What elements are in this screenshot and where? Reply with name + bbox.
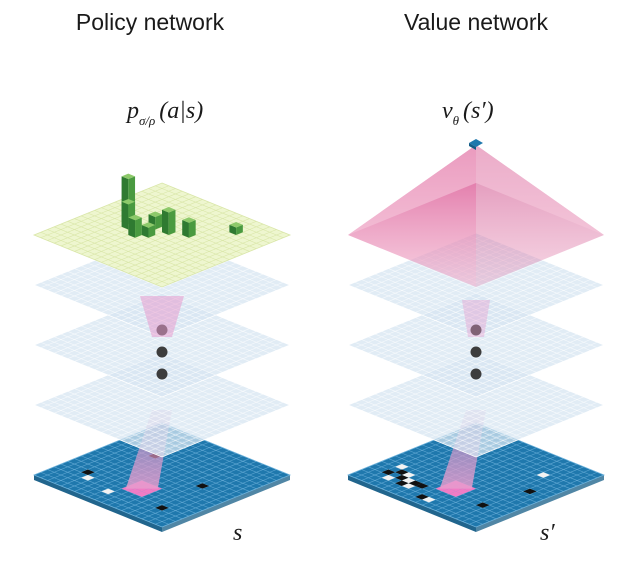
value-output-formula: vθ (s′) (442, 98, 494, 128)
policy-bar-7 (229, 222, 243, 235)
value-input-board-edge-left (348, 475, 476, 532)
value-board-stones (381, 464, 551, 508)
policy-input-board-edge-left (34, 475, 162, 532)
value-stone-13 (415, 494, 429, 500)
value-ellipsis-dot-1 (470, 324, 482, 336)
policy-output-formula: pσ/ρ (a|s) (125, 98, 203, 128)
policy-stone-4 (81, 475, 95, 481)
value-stone-16 (395, 464, 409, 470)
value-hidden-layer-1 (346, 352, 606, 458)
policy-output-plane-surface (32, 182, 292, 288)
policy-bar-4 (128, 214, 142, 238)
policy-hidden-funnel (140, 296, 184, 337)
value-stone-1 (536, 472, 551, 478)
value-stone-10 (415, 483, 429, 489)
value-patch-cell (442, 488, 456, 495)
policy-stone-3 (155, 505, 169, 511)
policy-bar-8 (182, 217, 196, 238)
value-stone-5 (395, 475, 409, 481)
value-hidden-layer-1-surface (346, 352, 606, 458)
value-input-board-edge-right (476, 475, 604, 532)
value-output-scalar-edge (469, 143, 476, 150)
value-stone-14 (422, 496, 436, 503)
policy-ellipsis-dot-3 (156, 368, 168, 380)
value-stone-3 (395, 469, 409, 475)
policy-bar-5 (141, 222, 156, 238)
policy-bar-6 (162, 207, 176, 235)
policy-stone-2 (81, 469, 95, 475)
policy-output-plane-grid (40, 185, 284, 285)
policy-output-plane (32, 182, 292, 288)
policy-patch-cell (141, 488, 156, 495)
value-network-title: Value network (404, 9, 549, 35)
policy-stone-5 (101, 488, 115, 495)
policy-input-board-surface (32, 422, 292, 528)
policy-hidden-layer-1 (32, 352, 292, 458)
value-stone-7 (395, 480, 409, 486)
policy-move-probability-bars (121, 173, 243, 238)
value-ellipsis-dot-3 (470, 368, 482, 380)
policy-stone-1 (195, 483, 210, 489)
value-stone-12 (408, 480, 423, 486)
value-stone-2 (523, 488, 537, 495)
value-input-board-surface (346, 422, 606, 528)
value-network-stack (346, 139, 606, 532)
value-ellipsis-dot-2 (470, 346, 482, 358)
policy-input-state-label: s (233, 520, 242, 546)
policy-patch-cell (135, 491, 149, 497)
policy-network-title: Policy network (76, 9, 225, 35)
value-hidden-layer-2-surface (346, 292, 606, 398)
value-stone-4 (401, 472, 416, 478)
value-input-state-label: s′ (540, 520, 555, 546)
value-stone-11 (381, 475, 396, 481)
value-stone-15 (476, 502, 490, 508)
value-patch-cell (449, 491, 463, 497)
value-stone-6 (401, 477, 416, 484)
policy-patch-cell (128, 488, 142, 495)
value-hidden-layer-2 (346, 292, 606, 398)
value-pyramid-back (348, 145, 604, 235)
policy-network-stack (32, 173, 292, 532)
value-stone-9 (381, 469, 396, 475)
value-hidden-funnel (462, 300, 490, 337)
policy-hidden-layer-2-surface (32, 292, 292, 398)
policy-input-board-edge-right (162, 475, 290, 532)
value-patch-cell (455, 488, 470, 495)
policy-ellipsis-dot-2 (156, 346, 168, 358)
policy-hidden-layer-1-grid (40, 355, 284, 455)
policy-hidden-layer-1-surface (32, 352, 292, 458)
